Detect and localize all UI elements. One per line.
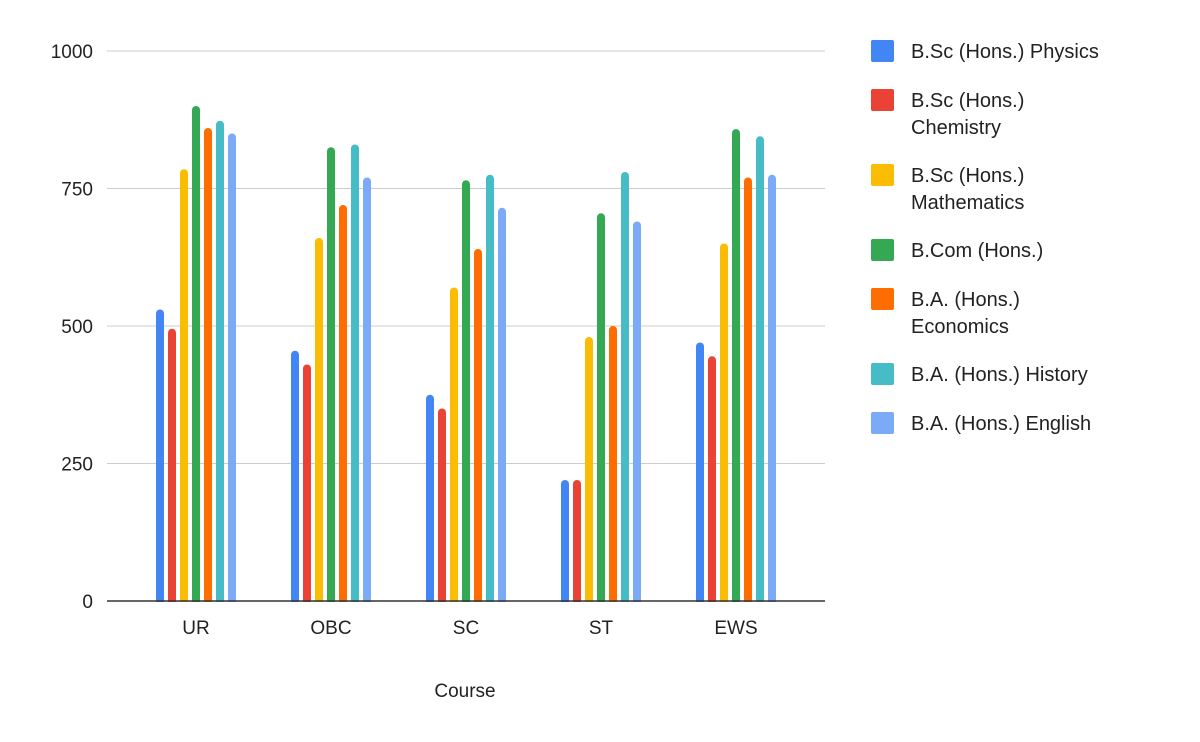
legend-label: B.Sc (Hons.)	[911, 165, 1024, 187]
bar	[720, 243, 728, 605]
bar	[426, 394, 434, 605]
legend-swatch	[871, 89, 894, 111]
bar	[744, 177, 752, 605]
x-tick-label: SC	[453, 618, 479, 639]
legend-item: B.Sc (Hons.) Mathematics	[871, 164, 1024, 214]
y-axis-ticks: 0 250 500 750 1000	[51, 42, 93, 613]
legend-swatch	[871, 363, 894, 385]
bar	[756, 136, 764, 605]
bar	[450, 287, 458, 605]
y-tick-label: 1000	[51, 42, 93, 63]
bar	[621, 172, 629, 605]
y-tick-label: 500	[61, 317, 93, 338]
bar	[474, 249, 482, 605]
bar	[291, 350, 299, 605]
bar	[327, 147, 335, 605]
bar	[438, 408, 446, 605]
bar	[462, 180, 470, 605]
bar	[363, 177, 371, 605]
bar	[351, 144, 359, 605]
legend-label: Economics	[911, 316, 1009, 338]
bar	[339, 205, 347, 605]
legend-label: Mathematics	[911, 192, 1024, 214]
legend-item: B.Sc (Hons.) Physics	[871, 40, 1099, 63]
bar	[303, 364, 311, 605]
x-axis-ticks: UR OBC SC ST EWS	[182, 618, 757, 639]
legend-item: B.A. (Hons.) History	[871, 363, 1088, 386]
legend-swatch	[871, 40, 894, 62]
legend-label: B.A. (Hons.)	[911, 289, 1020, 311]
bar	[609, 326, 617, 605]
x-tick-label: EWS	[714, 618, 757, 639]
bar	[216, 120, 224, 605]
legend-item: B.Com (Hons.)	[871, 239, 1043, 262]
bar	[498, 207, 506, 605]
axis-mask	[107, 602, 825, 608]
legend-label: B.Sc (Hons.) Physics	[911, 41, 1099, 63]
bar	[192, 106, 200, 605]
bar	[315, 238, 323, 605]
x-tick-label: UR	[182, 618, 209, 639]
legend-label: Chemistry	[911, 117, 1001, 139]
bar	[573, 480, 581, 605]
bar	[180, 169, 188, 605]
bar	[561, 480, 569, 605]
bar	[696, 342, 704, 605]
bar	[168, 328, 176, 605]
legend-item: B.A. (Hons.) Economics	[871, 288, 1020, 338]
bar	[585, 337, 593, 605]
legend-swatch	[871, 412, 894, 434]
bar	[228, 133, 236, 605]
bar	[597, 213, 605, 605]
y-tick-label: 0	[82, 592, 93, 613]
x-tick-label: ST	[589, 618, 614, 639]
bar	[156, 309, 164, 605]
legend-swatch	[871, 288, 894, 310]
bars	[107, 106, 825, 608]
bar	[732, 129, 740, 605]
legend-label: B.Com (Hons.)	[911, 240, 1043, 262]
legend-label: B.Sc (Hons.)	[911, 90, 1024, 112]
legend: B.Sc (Hons.) Physics B.Sc (Hons.) Chemistr…	[871, 40, 1099, 435]
x-tick-label: OBC	[310, 618, 351, 639]
bar	[708, 356, 716, 605]
legend-item: B.Sc (Hons.) Chemistry	[871, 89, 1024, 139]
x-axis-title: Course	[434, 681, 495, 702]
legend-item: B.A. (Hons.) English	[871, 412, 1091, 435]
legend-swatch	[871, 164, 894, 186]
bar	[204, 128, 212, 605]
legend-label: B.A. (Hons.) History	[911, 364, 1088, 386]
y-tick-label: 750	[61, 180, 93, 201]
y-tick-label: 250	[61, 455, 93, 476]
bar	[633, 221, 641, 605]
legend-label: B.A. (Hons.) English	[911, 413, 1091, 435]
legend-swatch	[871, 239, 894, 261]
bar	[486, 174, 494, 605]
bar	[768, 174, 776, 605]
